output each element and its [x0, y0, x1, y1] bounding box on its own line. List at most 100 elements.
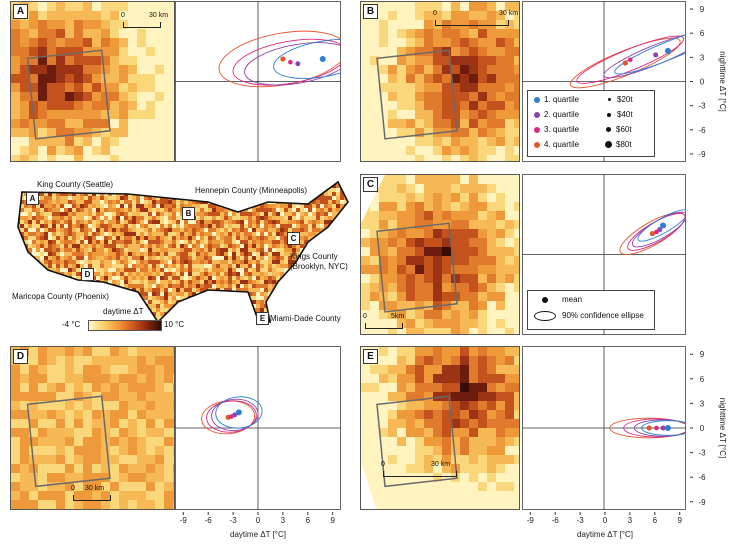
county-cell [84, 220, 88, 224]
county-cell [60, 220, 64, 224]
county-cell [280, 196, 284, 200]
county-cell [332, 232, 336, 236]
map-cell [496, 455, 505, 464]
map-cell [29, 92, 38, 101]
county-cell [180, 182, 184, 184]
map-cell [388, 383, 397, 392]
county-cell [156, 236, 160, 240]
county-cell [136, 208, 140, 212]
county-cell [236, 220, 240, 224]
county-cell [180, 204, 184, 208]
map-cell [397, 383, 406, 392]
county-cell [300, 224, 304, 228]
county-cell [252, 280, 256, 284]
county-cell [324, 208, 328, 212]
county-cell [124, 260, 128, 264]
map-cell [487, 2, 496, 11]
county-cell [232, 256, 236, 260]
county-cell [172, 240, 176, 244]
map-cell [433, 419, 442, 428]
county-cell [324, 288, 328, 292]
map-cell [83, 428, 92, 437]
county-cell [248, 316, 252, 320]
county-cell [52, 260, 56, 264]
map-cell [92, 437, 101, 446]
map-cell [101, 47, 110, 56]
map-cell [56, 155, 65, 161]
county-cell [88, 232, 92, 236]
county-cell [316, 228, 320, 232]
county-cell [24, 308, 28, 312]
county-cell [296, 308, 300, 312]
county-cell [12, 180, 16, 184]
map-cell [379, 500, 388, 509]
map-cell [433, 29, 442, 38]
county-cell [128, 200, 132, 204]
map-cell [397, 11, 406, 20]
county-cell [104, 236, 108, 240]
map-cell [11, 464, 20, 473]
county-cell [284, 240, 288, 244]
county-cell [144, 240, 148, 244]
map-cell [137, 383, 146, 392]
county-cell [348, 196, 352, 200]
map-cell [514, 119, 519, 128]
county-cell [184, 192, 188, 196]
county-cell [48, 232, 52, 236]
county-cell [32, 220, 36, 224]
county-cell [180, 248, 184, 252]
county-cell [76, 200, 80, 204]
map-cell [47, 437, 56, 446]
map-cell [451, 184, 460, 193]
map-cell [460, 283, 469, 292]
map-cell [397, 110, 406, 119]
map-cell [92, 473, 101, 482]
county-cell [280, 240, 284, 244]
map-cell [119, 410, 128, 419]
county-cell [268, 224, 272, 228]
county-cell [328, 284, 332, 288]
county-cell [96, 304, 100, 308]
county-cell [180, 220, 184, 224]
map-cell [164, 2, 173, 11]
county-cell [168, 244, 172, 248]
map-cell [460, 193, 469, 202]
county-cell [332, 184, 336, 188]
county-cell [168, 236, 172, 240]
county-cell [288, 284, 292, 288]
county-cell [184, 182, 188, 184]
county-cell [160, 304, 164, 308]
map-cell [173, 128, 174, 137]
county-cell [188, 232, 192, 236]
map-cell [478, 347, 487, 356]
county-cell [84, 248, 88, 252]
county-cell [116, 176, 120, 180]
map-cell [460, 74, 469, 83]
county-cell [236, 304, 240, 308]
map-cell [478, 20, 487, 29]
county-cell [348, 264, 352, 268]
county-cell [248, 264, 252, 268]
map-cell [20, 437, 29, 446]
county-cell [160, 224, 164, 228]
county-cell [312, 216, 316, 220]
county-cell [20, 212, 24, 216]
county-cell [316, 184, 320, 188]
county-cell [156, 264, 160, 268]
map-cell [164, 383, 173, 392]
county-cell [220, 220, 224, 224]
map-cell [146, 473, 155, 482]
county-cell [160, 240, 164, 244]
county-cell [120, 272, 124, 276]
county-cell [96, 264, 100, 268]
county-cell [156, 200, 160, 204]
county-cell [220, 300, 224, 304]
county-cell [332, 300, 336, 304]
map-cell [442, 328, 451, 334]
county-cell [18, 196, 20, 200]
map-cell [406, 238, 415, 247]
county-cell [276, 172, 280, 176]
map-cell [92, 347, 101, 356]
county-cell [228, 316, 232, 320]
county-cell [196, 204, 200, 208]
